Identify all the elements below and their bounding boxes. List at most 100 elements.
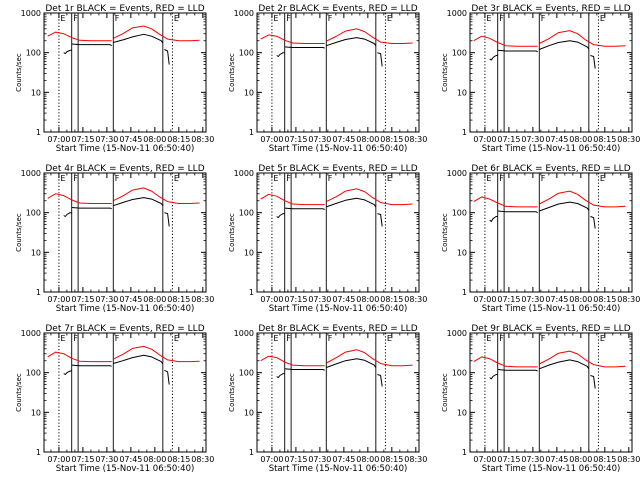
panel-title: Det 5r BLACK = Events, RED = LLD (258, 164, 417, 174)
event-marker-label: F (328, 14, 333, 23)
x-tick-label: 08:00 (569, 455, 592, 464)
series-events-line (489, 374, 498, 380)
x-axis-label: Start Time (15-Nov-11 06:50:40) (482, 304, 621, 314)
x-tick-label: 08:30 (617, 135, 640, 144)
event-marker-label: F (499, 334, 504, 343)
series-lld-line (326, 188, 413, 206)
series-events-line (63, 370, 72, 375)
y-tick-label: 10 (31, 408, 41, 417)
panel-title: Det 3r BLACK = Events, RED = LLD (471, 4, 630, 14)
detector-panel-4: Det 4r BLACK = Events, RED = LLD 1 10 100 10… (15, 164, 214, 314)
series-events-line (284, 207, 325, 210)
series-events-line (326, 197, 377, 208)
series-events-line (164, 369, 170, 385)
series-events-line (164, 49, 170, 65)
x-tick-label: 07:15 (284, 295, 307, 304)
y-tick-label: 1000 (21, 169, 41, 178)
x-tick-label: 07:00 (473, 455, 496, 464)
x-tick-label: 07:45 (332, 455, 355, 464)
event-marker-label: F (73, 334, 78, 343)
series-events-line (113, 33, 164, 44)
series-events-line (71, 207, 112, 210)
series-events-line (489, 216, 498, 222)
y-tick-label: 10 (31, 248, 41, 257)
series-events-line (489, 55, 498, 61)
event-marker-label: F (328, 334, 333, 343)
detector-panel-7: Det 7r BLACK = Events, RED = LLD 1 10 100 10… (15, 324, 214, 474)
x-axis-label: Start Time (15-Nov-11 06:50:40) (482, 464, 621, 474)
series-events-line (539, 201, 590, 212)
series-lld-line (539, 350, 626, 368)
y-tick-label: 100 (239, 209, 254, 218)
detector-panel-1: Det 1r BLACK = Events, RED = LLD 1 10 100 10… (15, 4, 214, 154)
event-marker-label: F (328, 174, 333, 183)
event-marker-label: E (387, 334, 392, 343)
event-marker-label: F (115, 334, 120, 343)
y-tick-label: 1 (249, 448, 254, 457)
series-events-line (326, 358, 377, 368)
plot-frame (469, 172, 633, 293)
event-marker-label: E (600, 174, 605, 183)
y-tick-label: 10 (244, 248, 254, 257)
series-events-line (377, 52, 383, 67)
panel-title: Det 7r BLACK = Events, RED = LLD (45, 324, 204, 334)
series-lld-line (473, 196, 538, 208)
x-tick-label: 07:45 (119, 455, 142, 464)
event-marker-label: E (387, 14, 392, 23)
x-tick-label: 07:30 (521, 455, 544, 464)
x-axis-label: Start Time (15-Nov-11 06:50:40) (56, 144, 195, 154)
x-tick-label: 07:00 (260, 455, 283, 464)
y-tick-label: 1 (249, 128, 254, 137)
event-marker-label: F (115, 174, 120, 183)
series-lld-line (260, 193, 325, 206)
event-marker-label: F (286, 334, 291, 343)
panel-title: Det 6r BLACK = Events, RED = LLD (471, 164, 630, 174)
x-tick-label: 08:00 (143, 295, 166, 304)
x-tick-label: 07:45 (545, 295, 568, 304)
y-tick-label: 1000 (234, 329, 254, 338)
event-marker-label: E (600, 334, 605, 343)
y-axis-label: Counts/sec (228, 373, 236, 412)
y-tick-label: 1000 (234, 169, 254, 178)
x-tick-label: 07:00 (260, 295, 283, 304)
series-lld-line (113, 345, 200, 363)
plot-frame (469, 12, 633, 133)
series-lld-line (113, 187, 200, 204)
y-tick-label: 1 (36, 448, 41, 457)
y-axis-label: Counts/sec (441, 213, 449, 252)
x-tick-label: 07:30 (308, 295, 331, 304)
series-events-line (276, 52, 285, 57)
detector-panel-9: Det 9r BLACK = Events, RED = LLD 1 10 100 10… (441, 324, 640, 474)
detector-panel-8: Det 8r BLACK = Events, RED = LLD 1 10 100 10… (228, 324, 427, 474)
y-tick-label: 1000 (447, 9, 467, 18)
y-axis-label: Counts/sec (15, 53, 23, 92)
series-events-line (71, 43, 112, 47)
x-tick-label: 07:15 (71, 135, 94, 144)
x-tick-label: 08:30 (404, 295, 427, 304)
event-marker-label: E (60, 14, 65, 23)
x-tick-label: 08:00 (569, 135, 592, 144)
x-tick-label: 07:15 (71, 295, 94, 304)
y-tick-label: 1000 (447, 329, 467, 338)
x-tick-label: 07:45 (332, 295, 355, 304)
series-events-line (284, 368, 325, 371)
y-tick-label: 1 (462, 288, 467, 297)
y-tick-label: 10 (244, 88, 254, 97)
series-events-line (63, 212, 72, 217)
series-lld-line (260, 355, 325, 367)
y-axis-label: Counts/sec (441, 53, 449, 92)
x-tick-label: 07:15 (497, 135, 520, 144)
x-tick-label: 08:15 (593, 135, 616, 144)
plot-frame (256, 332, 420, 453)
x-tick-label: 07:45 (332, 135, 355, 144)
y-tick-label: 10 (244, 408, 254, 417)
x-tick-label: 08:30 (617, 455, 640, 464)
x-tick-label: 07:15 (284, 135, 307, 144)
x-tick-label: 08:15 (167, 295, 190, 304)
event-marker-label: E (174, 14, 179, 23)
x-tick-label: 07:45 (119, 135, 142, 144)
series-lld-line (47, 193, 112, 204)
event-marker-label: E (60, 334, 65, 343)
x-tick-label: 08:30 (617, 295, 640, 304)
event-marker-label: F (286, 174, 291, 183)
